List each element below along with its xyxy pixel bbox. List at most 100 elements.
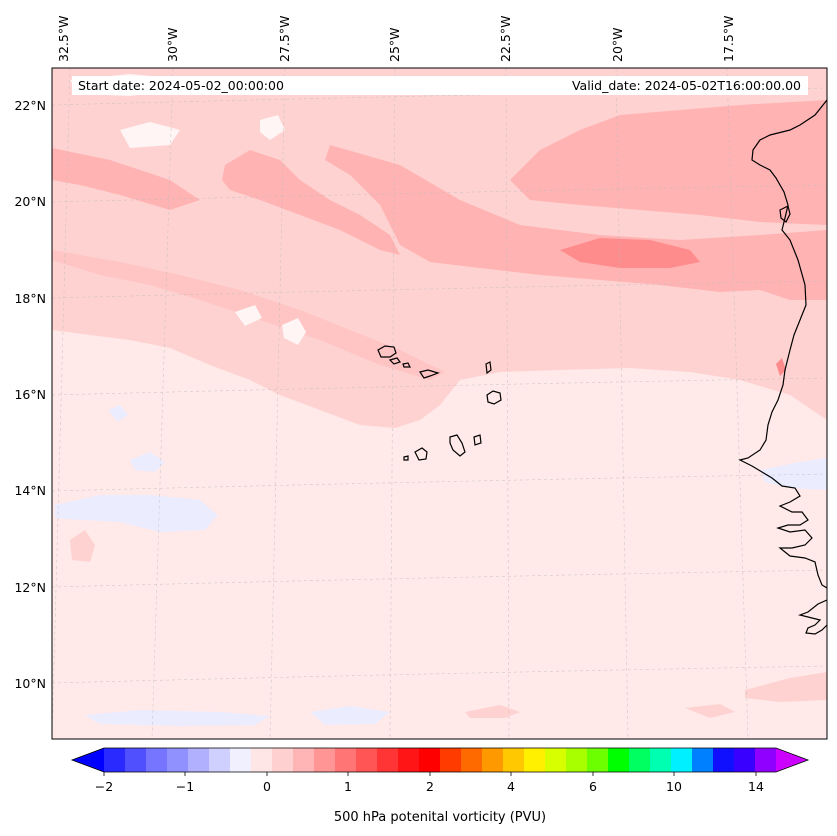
colorbar-tick-label: 2: [426, 779, 434, 794]
pv-near-zero-patch-3: [260, 115, 285, 140]
meridian-line: [151, 68, 174, 739]
meridian-line: [52, 68, 71, 739]
parallel-line: [52, 569, 827, 588]
meridian-line: [269, 68, 286, 739]
colorbar-cell: [104, 748, 126, 772]
lat-label: 10°N: [14, 676, 46, 691]
island-sao-vicente: [388, 357, 401, 365]
parallel-line: [52, 184, 827, 203]
pv-negative-patch-3: [85, 710, 270, 726]
parallel-line: [52, 87, 827, 106]
colorbar-tick-label: 10: [666, 779, 682, 794]
pv-medium-band-northeast: [510, 100, 827, 225]
colorbar-cell: [419, 748, 441, 772]
colorbar-tick-label: 4: [507, 779, 515, 794]
colorbar-cell: [146, 748, 168, 772]
pv-light-patch-south-4: [685, 704, 735, 718]
parallel-line: [52, 377, 827, 396]
valid-date-text: Valid_date: 2024-05-02T16:00:00.00: [572, 78, 801, 93]
pv-near-zero-patch-2: [120, 122, 180, 148]
colorbar-cell: [251, 748, 273, 772]
map-frame: [51, 67, 828, 740]
lon-label: 27.5°W: [277, 16, 292, 62]
colorbar-cell: [713, 748, 735, 772]
africa-coastline: [738, 99, 827, 589]
pv-negative-patch-6: [108, 405, 128, 422]
island-fogo: [414, 447, 428, 461]
colorbar-cell: [755, 748, 777, 772]
lon-label: 17.5°W: [721, 16, 736, 62]
meridian-line: [726, 68, 749, 739]
colorbar-tick-label: 14: [748, 779, 764, 794]
longitude-labels: 32.5°W 30°W 27.5°W 25°W 22.5°W 20°W 17.5…: [56, 16, 736, 62]
lat-label: 22°N: [14, 98, 46, 113]
colorbar-cell: [209, 748, 231, 772]
colorbar-cell: [230, 748, 252, 772]
island-maio: [473, 434, 482, 446]
colorbar-tick-label: 0: [263, 779, 271, 794]
colorbar-tick-label: 6: [589, 779, 597, 794]
colorbar-cells: [72, 748, 808, 772]
parallel-line: [52, 473, 827, 492]
colorbar-cell: [188, 748, 210, 772]
pv-light-patch-south-1: [70, 530, 95, 562]
colorbar-cell: [524, 748, 546, 772]
lat-label: 18°N: [14, 291, 46, 306]
latitude-labels: 22°N 20°N 18°N 16°N 14°N 12°N 10°N: [14, 98, 46, 691]
colorbar-cell: [314, 748, 336, 772]
colorbar-cell: [503, 748, 525, 772]
island-boa-vista: [486, 390, 502, 405]
colorbar-cell: [671, 748, 693, 772]
island-sal: [485, 361, 492, 375]
start-date-text: Start date: 2024-05-02_00:00:00: [78, 78, 284, 93]
colorbar-cell: [608, 748, 630, 772]
lon-label: 25°W: [387, 27, 402, 62]
colorbar-cell: [293, 748, 315, 772]
colorbar-cell: [545, 748, 567, 772]
colorbar-label: 500 hPa potenital vorticity (PVU): [334, 810, 546, 825]
colorbar-under-triangle: [72, 748, 104, 772]
colorbar-cell: [335, 748, 357, 772]
pv-strong-pocket: [560, 238, 700, 268]
pv-light-patch-south-3: [465, 705, 520, 718]
colorbar-tick-label: 1: [344, 779, 352, 794]
pv-negative-patch-4: [310, 706, 390, 725]
colorbar-cell: [692, 748, 714, 772]
lat-label: 16°N: [14, 387, 46, 402]
colorbar-cell: [587, 748, 609, 772]
island-santo-antao: [377, 345, 397, 358]
start-date-box: [72, 76, 442, 95]
colorbar-cell: [377, 748, 399, 772]
lat-label: 14°N: [14, 483, 46, 498]
colorbar: −2 −1 0 1 2 4 6 10 14 500 hPa potenital …: [70, 747, 810, 825]
island-sao-nicolau: [419, 369, 440, 379]
pv-medium-band-main: [325, 145, 827, 300]
pv-negative-patch-1: [55, 495, 218, 532]
pv-strong-spot: [776, 358, 786, 376]
canary-islands-fragment: [779, 205, 791, 223]
colorbar-cell: [734, 748, 756, 772]
colorbar-cell: [272, 748, 294, 772]
colorbar-tick-labels: −2 −1 0 1 2 4 6 10 14: [95, 779, 764, 794]
valid-date-box: [440, 76, 808, 95]
island-brava: [403, 455, 409, 461]
parallel-line: [52, 665, 827, 684]
lon-label: 20°W: [610, 27, 625, 62]
colorbar-ticks: [103, 772, 757, 776]
meridian-line: [615, 68, 629, 739]
colorbar-cell: [398, 748, 420, 772]
meridian-line: [389, 68, 396, 739]
colorbar-cell: [356, 748, 378, 772]
pv-near-zero-patch-4: [282, 318, 306, 345]
pv-light-patch-south-2: [745, 672, 827, 702]
colorbar-cell: [629, 748, 651, 772]
colorbar-cell: [440, 748, 462, 772]
pv-medium-band-west: [222, 150, 400, 255]
africa-coastline-south: [797, 599, 827, 635]
lon-label: 22.5°W: [498, 16, 513, 62]
colorbar-tick-label: −2: [95, 779, 113, 794]
meridian-line: [505, 68, 510, 739]
graticule: [52, 68, 827, 739]
pv-negative-patch-2: [130, 452, 165, 472]
colorbar-cell: [461, 748, 483, 772]
